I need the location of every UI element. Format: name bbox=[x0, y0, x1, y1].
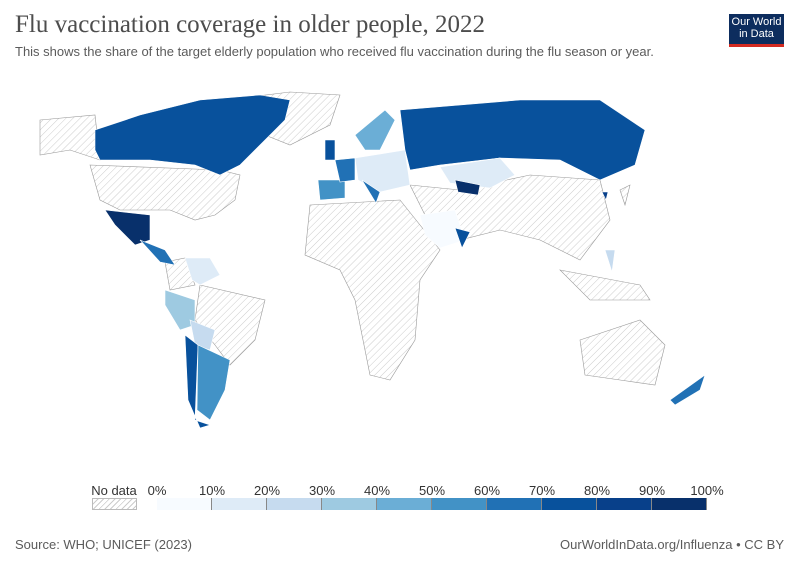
country-united-kingdom[interactable] bbox=[324, 139, 336, 161]
country-central-europe[interactable] bbox=[354, 149, 411, 193]
owid-logo[interactable]: Our World in Data bbox=[729, 14, 784, 47]
legend-tick-label: 20% bbox=[253, 483, 281, 498]
japan bbox=[619, 184, 631, 207]
country-south-korea[interactable] bbox=[601, 191, 609, 201]
country-mexico[interactable] bbox=[104, 209, 151, 246]
legend-tick-label: 100% bbox=[690, 483, 724, 498]
country-italy[interactable] bbox=[361, 179, 381, 204]
source-note: Source: WHO; UNICEF (2023) bbox=[15, 537, 192, 552]
legend-tick-label: 0% bbox=[147, 483, 167, 498]
australia bbox=[579, 319, 666, 386]
country-oman[interactable] bbox=[454, 227, 471, 249]
legend-bin[interactable] bbox=[432, 498, 487, 510]
color-legend: No data 0% 10% 20% 30% 40% 50% 60% 70% 80% 90% 100… bbox=[0, 480, 800, 520]
country-philippines[interactable] bbox=[604, 249, 616, 273]
chart-subtitle: This shows the share of the target elder… bbox=[15, 44, 654, 59]
africa bbox=[304, 199, 441, 381]
country-new-zealand[interactable] bbox=[669, 374, 706, 406]
country-scandinavia[interactable] bbox=[354, 109, 396, 151]
united-states bbox=[89, 164, 241, 221]
legend-tick-label: 30% bbox=[308, 483, 336, 498]
country-russia[interactable] bbox=[399, 99, 646, 181]
country-bolivia[interactable] bbox=[189, 319, 216, 351]
legend-bin[interactable] bbox=[597, 498, 652, 510]
legend-bin[interactable] bbox=[377, 498, 432, 510]
legend-tick-label: 80% bbox=[583, 483, 611, 498]
country-saudi-arabia[interactable] bbox=[419, 209, 466, 249]
legend-bin[interactable] bbox=[157, 498, 212, 510]
southeast-asia bbox=[559, 269, 651, 301]
legend-tick-label: 50% bbox=[418, 483, 446, 498]
legend-tick-label: 10% bbox=[198, 483, 226, 498]
chart-title: Flu vaccination coverage in older people… bbox=[15, 11, 485, 38]
legend-bin[interactable] bbox=[487, 498, 542, 510]
legend-bin[interactable] bbox=[322, 498, 377, 510]
legend-bin[interactable] bbox=[212, 498, 267, 510]
world-map bbox=[39, 91, 706, 429]
legend-no-data-swatch bbox=[92, 498, 137, 510]
legend-tick-label: 90% bbox=[638, 483, 666, 498]
country-france[interactable] bbox=[334, 157, 356, 183]
legend-tick-label: 70% bbox=[528, 483, 556, 498]
country-spain[interactable] bbox=[317, 179, 346, 201]
country-uzbekistan[interactable] bbox=[454, 179, 481, 196]
legend-tick-label: 60% bbox=[473, 483, 501, 498]
footer-link[interactable]: OurWorldInData.org/Influenza • CC BY bbox=[560, 537, 784, 552]
country-peru[interactable] bbox=[164, 289, 196, 331]
country-venezuela[interactable] bbox=[184, 257, 221, 286]
legend-no-data-label: No data bbox=[91, 483, 137, 498]
legend-tick-label: 40% bbox=[363, 483, 391, 498]
alaska bbox=[39, 114, 101, 161]
legend-bin[interactable] bbox=[267, 498, 322, 510]
legend-bin[interactable] bbox=[542, 498, 597, 510]
country-central-america[interactable] bbox=[139, 239, 176, 266]
country-canada[interactable] bbox=[94, 94, 291, 176]
legend-bin[interactable] bbox=[652, 498, 707, 510]
country-argentina[interactable] bbox=[196, 344, 231, 421]
